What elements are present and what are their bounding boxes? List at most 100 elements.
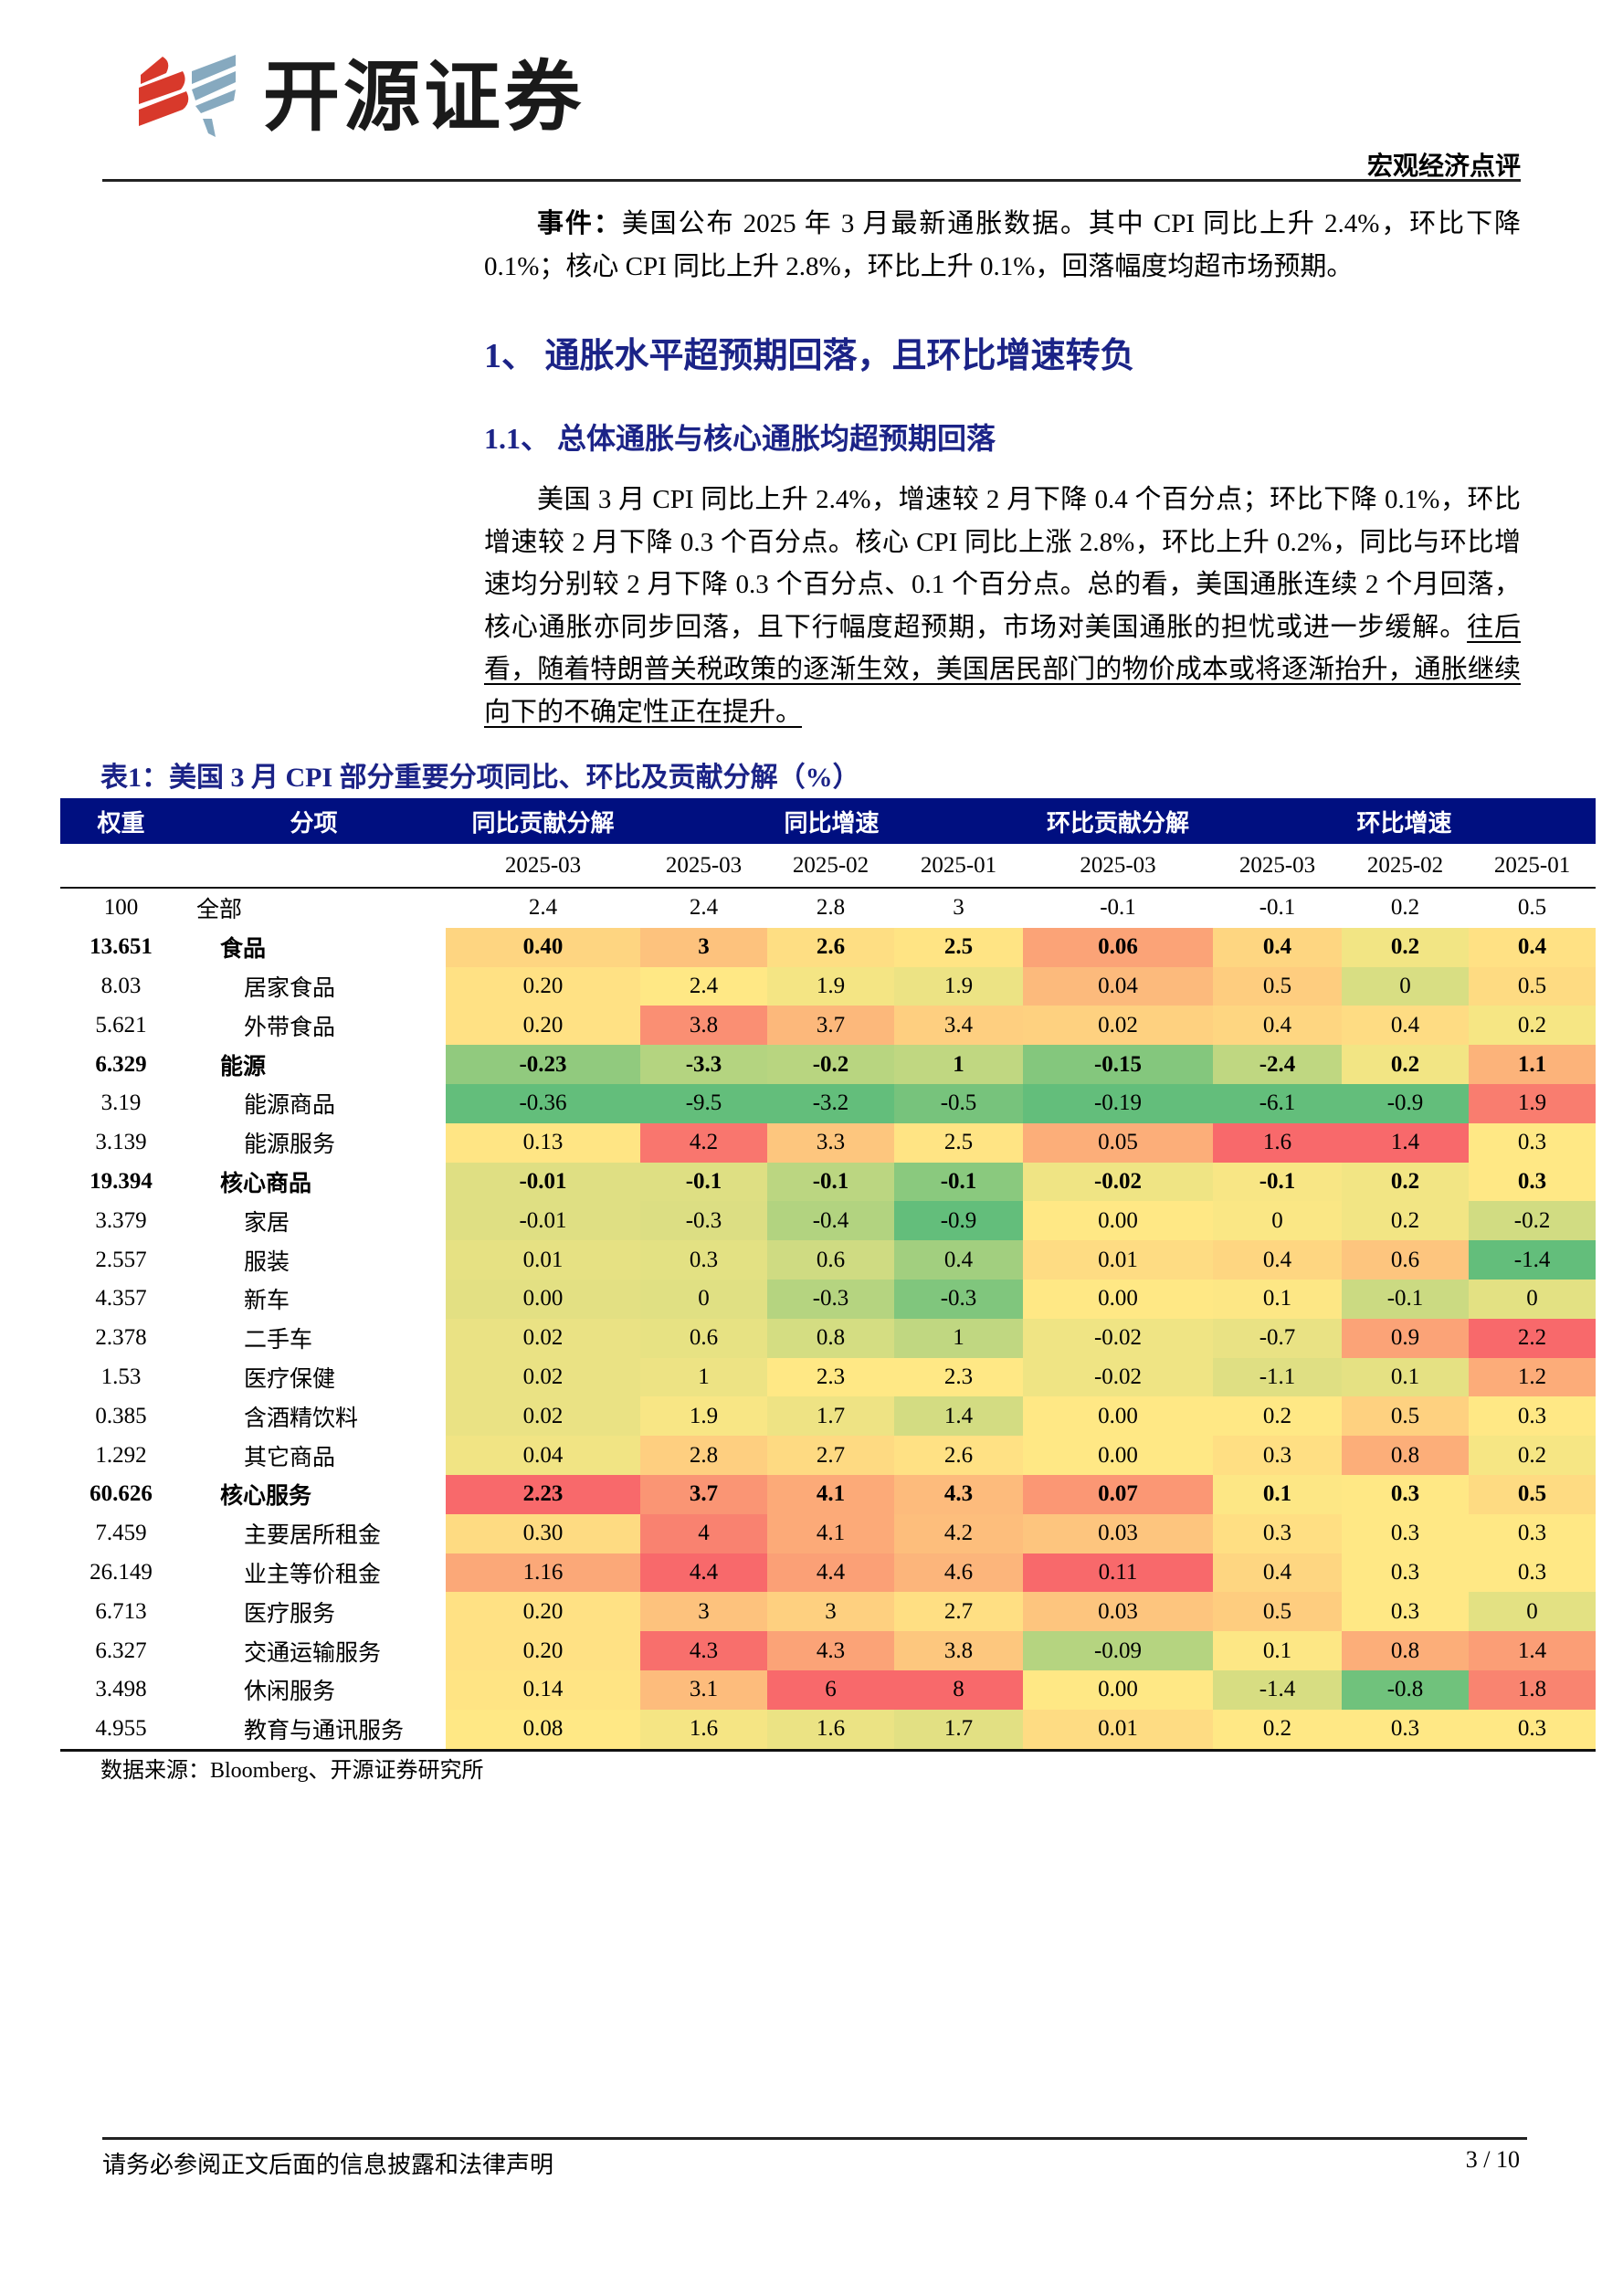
weight-cell: 60.626 [90,1481,153,1507]
value-cell: 0.13 [446,1122,640,1163]
value-cell: 0.4 [1213,1553,1343,1593]
value-cell: -0.9 [1342,1083,1470,1123]
value-cell: 4.3 [767,1631,894,1670]
weight-cell: 100 [103,895,139,921]
value-cell: 2.2 [1469,1318,1597,1358]
weight-cell: 2.378 [95,1325,147,1351]
value-cell: -1.1 [1213,1357,1343,1397]
value-cell: 0.02 [1023,1006,1214,1046]
item-name: 家居 [244,1210,290,1236]
value-cell: 0.00 [1023,1669,1214,1710]
value-cell: 0.5 [1213,1592,1343,1632]
date-header: 2025-02 [1342,844,1470,889]
value-cell: 0.3 [1469,1162,1597,1202]
value-cell: 0.02 [446,1318,640,1358]
value-cell: 4.3 [640,1631,767,1670]
item-cell: 能源服务 [182,1123,446,1163]
header-yoy-growth: 同比增速 [640,798,1024,844]
table-row: 6.713 医疗服务 0.20 3 3 2.7 0.03 0.5 0.3 0 [60,1592,1597,1632]
header-yoy-contribution: 同比贡献分解 [446,798,640,844]
value-cell: 0.8 [1342,1436,1470,1475]
value-cell: 0.6 [640,1318,767,1358]
weight-cell: 3.498 [95,1677,147,1702]
value-cell: 0.1 [1213,1631,1343,1670]
weight-cell: 3.379 [95,1207,147,1233]
value-cell: 0.1 [1213,1474,1343,1514]
value-cell: 4.3 [894,1474,1024,1514]
value-cell: -0.3 [767,1279,894,1319]
value-cell: -0.09 [1023,1631,1214,1670]
value-cell: 2.6 [767,927,894,967]
header-mom-growth: 环比增速 [1213,798,1597,844]
value-cell: 4.1 [767,1513,894,1553]
value-cell: 0.2 [1342,1201,1470,1241]
value-cell: 0.4 [1342,1006,1470,1046]
item-cell: 家居 [182,1201,446,1240]
value-cell: 1.2 [1469,1357,1597,1397]
body-text: 美国 3 月 CPI 同比上升 2.4%，增速较 2 月下降 0.4 个百分点；… [484,485,1521,642]
table-row: 5.621 外带食品 0.20 3.8 3.7 3.4 0.02 0.4 0.4 0.2 [60,1006,1597,1046]
item-cell: 服装 [182,1240,446,1280]
value-cell: 0.4 [894,1240,1024,1280]
value-cell: 0.2 [1342,1045,1470,1084]
date-header: 2025-03 [1213,844,1343,889]
event-label: 事件： [537,209,622,238]
item-name: 其它商品 [244,1445,336,1470]
value-cell: 0.14 [446,1669,640,1710]
value-cell: 0.9 [1342,1318,1470,1358]
value-cell: 0 [1469,1592,1597,1632]
value-cell: 0.30 [446,1513,640,1553]
value-cell: 1.4 [1469,1631,1597,1670]
value-cell: 0.08 [446,1709,640,1752]
value-cell: -6.1 [1213,1083,1343,1123]
item-cell: 食品 [182,928,446,967]
value-cell: 3.4 [894,1006,1024,1046]
value-cell: -0.19 [1023,1083,1214,1123]
item-name: 交通运输服务 [244,1640,382,1666]
event-paragraph: 事件：美国公布 2025 年 3 月最新通胀数据。其中 CPI 同比上升 2.4… [484,203,1521,288]
value-cell: -1.4 [1469,1240,1597,1280]
value-cell: 0.8 [767,1318,894,1358]
item-name: 二手车 [244,1328,313,1353]
item-cell: 医疗服务 [182,1592,446,1631]
table-row: 3.19 能源商品 -0.36 -9.5 -3.2 -0.5 -0.19 -6.1 -0.9 1.… [60,1083,1597,1123]
header-divider [102,179,1521,182]
subsection-heading: 1.1、 总体通胀与核心通胀均超预期回落 [484,422,996,455]
weight-cell: 2.557 [95,1247,147,1272]
item-name: 服装 [244,1249,290,1275]
table-row: 6.327 交通运输服务 0.20 4.3 4.3 3.8 -0.09 0.1 0.8 1.4 [60,1631,1597,1670]
item-name: 居家食品 [244,975,336,1001]
value-cell: 2.4 [640,966,767,1006]
value-cell: 0.6 [767,1240,894,1280]
item-name: 新车 [244,1289,290,1314]
value-cell: -3.3 [640,1045,767,1084]
value-cell: 0.00 [1023,1201,1214,1241]
item-name: 食品 [220,937,267,963]
value-cell: 1.4 [894,1396,1024,1437]
value-cell: 0.3 [1469,1709,1597,1752]
value-cell: 2.4 [689,895,719,921]
item-name: 业主等价租金 [244,1562,382,1587]
value-cell: 3.3 [767,1122,894,1163]
date-header: 2025-02 [767,844,894,889]
section-heading: 1、 通胀水平超预期回落，且环比增速转负 [484,337,1135,375]
data-source: 数据来源：Bloomberg、开源证券研究所 [100,1759,484,1783]
value-cell: 0.3 [1469,1553,1597,1593]
item-cell: 新车 [182,1280,446,1319]
table-row: 0.385 含酒精饮料 0.02 1.9 1.7 1.4 0.00 0.2 0.5 0.3 [60,1396,1597,1437]
value-cell: 0.00 [1023,1279,1214,1319]
value-cell: 0 [1469,1279,1597,1319]
value-cell: -0.1 [1259,895,1296,921]
value-cell: 4 [640,1513,767,1553]
value-cell: -9.5 [640,1083,767,1123]
value-cell: 3 [640,1592,767,1632]
value-cell: -0.1 [894,1162,1024,1202]
item-cell: 二手车 [182,1319,446,1358]
weight-cell: 13.651 [90,934,153,960]
value-cell: 0.5 [1213,966,1343,1006]
value-cell: 0 [640,1279,767,1319]
value-cell: -0.4 [767,1201,894,1241]
value-cell: 0.03 [1023,1513,1214,1553]
body-text-underlined: 往后看，随着特朗普关税政策的逐渐生效，美国居民部门的物价成本或将逐渐抬升，通胀继… [484,612,1521,727]
value-cell: 4.2 [640,1122,767,1163]
